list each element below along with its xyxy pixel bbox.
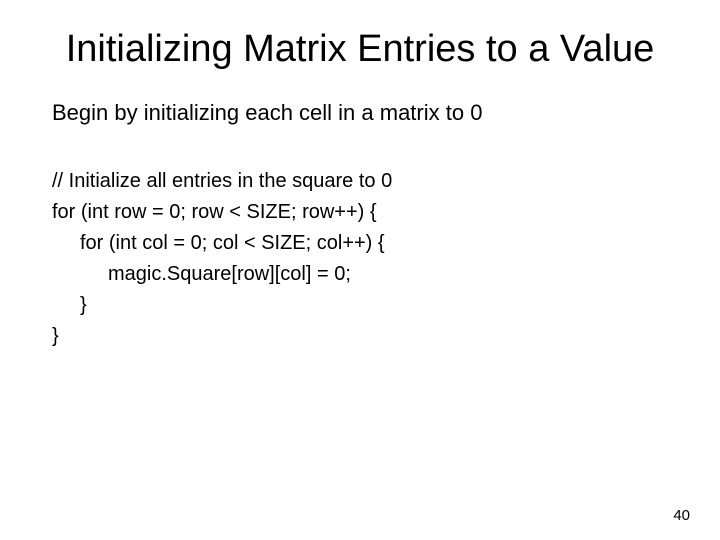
page-number: 40 xyxy=(673,507,690,524)
slide-title: Initializing Matrix Entries to a Value xyxy=(52,28,668,72)
code-line-comment: // Initialize all entries in the square … xyxy=(52,166,668,197)
slide-subtitle: Begin by initializing each cell in a mat… xyxy=(52,100,668,126)
code-line-inner-close: } xyxy=(52,290,668,321)
code-line-outer-close: } xyxy=(52,321,668,352)
code-block: // Initialize all entries in the square … xyxy=(52,166,668,352)
code-line-outer-for: for (int row = 0; row < SIZE; row++) { xyxy=(52,197,668,228)
code-line-inner-for: for (int col = 0; col < SIZE; col++) { xyxy=(52,228,668,259)
code-line-assignment: magic.Square[row][col] = 0; xyxy=(52,259,668,290)
slide-container: Initializing Matrix Entries to a Value B… xyxy=(0,0,720,540)
